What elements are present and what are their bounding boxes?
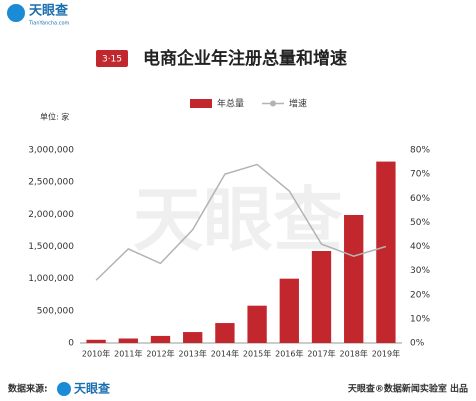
y2-tick-label: 60% (410, 194, 430, 204)
legend-swatch (190, 99, 212, 108)
x-tick-label: 2013年 (179, 349, 207, 359)
bar (86, 339, 106, 343)
y-tick-label: 1,000,000 (28, 274, 74, 284)
y-tick-label: 2,500,000 (28, 178, 74, 188)
watermark: 天眼查 (133, 179, 343, 261)
bar (183, 332, 203, 343)
x-tick-label: 2017年 (307, 349, 335, 359)
y-axis-label: 单位: 家 (40, 112, 69, 122)
badge-bg (96, 50, 128, 67)
y2-tick-label: 40% (410, 242, 430, 252)
line (95, 163, 387, 281)
badge: 3·15 (102, 55, 122, 65)
y2-tick-label: 20% (410, 290, 430, 300)
chart-title: 电商企业年注册总量和增速 (143, 48, 347, 69)
bar (344, 214, 364, 343)
y2-tick-label: 50% (410, 218, 430, 228)
x-tick-label: 2014年 (211, 349, 239, 359)
x-tick-label: 2016年 (275, 349, 303, 359)
x-tick-label: 2019年 (372, 349, 400, 359)
logo-sub: TianYancha.com (28, 21, 70, 27)
y2-tick-label: 10% (410, 314, 430, 324)
y2-tick-label: 70% (410, 170, 430, 180)
logo-icon (7, 4, 25, 22)
bar (247, 305, 267, 343)
logo: 天眼查 (29, 3, 69, 19)
source-logo: 天眼查 (74, 381, 111, 396)
y-tick-label: 500,000 (37, 306, 74, 316)
y-tick-label: 2,000,000 (28, 210, 74, 220)
bar (215, 323, 235, 343)
bar (376, 161, 396, 343)
x-tick-label: 2012年 (146, 349, 174, 359)
y2-tick-label: 30% (410, 266, 430, 276)
x-tick-label: 2010年 (82, 349, 110, 359)
y2-tick-label: 80% (410, 146, 430, 156)
bar (150, 335, 171, 343)
y-tick-label: 3,000,000 (28, 146, 74, 156)
x-tick-label: 2011年 (114, 349, 142, 359)
legend-label: 增速 (289, 98, 307, 110)
credit: 天眼查®数据新闻实验室 出品 (348, 383, 468, 395)
legend-label: 年总量 (217, 98, 244, 110)
bar (279, 278, 299, 343)
bar (311, 251, 332, 343)
y-tick-label: 1,500,000 (28, 242, 74, 252)
y-tick-label: 0 (68, 339, 74, 349)
x-tick-label: 2015年 (243, 349, 271, 359)
x-tick-label: 2018年 (340, 349, 368, 359)
source-label: 数据来源: (8, 383, 48, 395)
bar (118, 338, 138, 343)
source-logo-icon (57, 382, 71, 396)
legend-marker (270, 100, 276, 107)
y2-tick-label: 0% (410, 339, 425, 349)
